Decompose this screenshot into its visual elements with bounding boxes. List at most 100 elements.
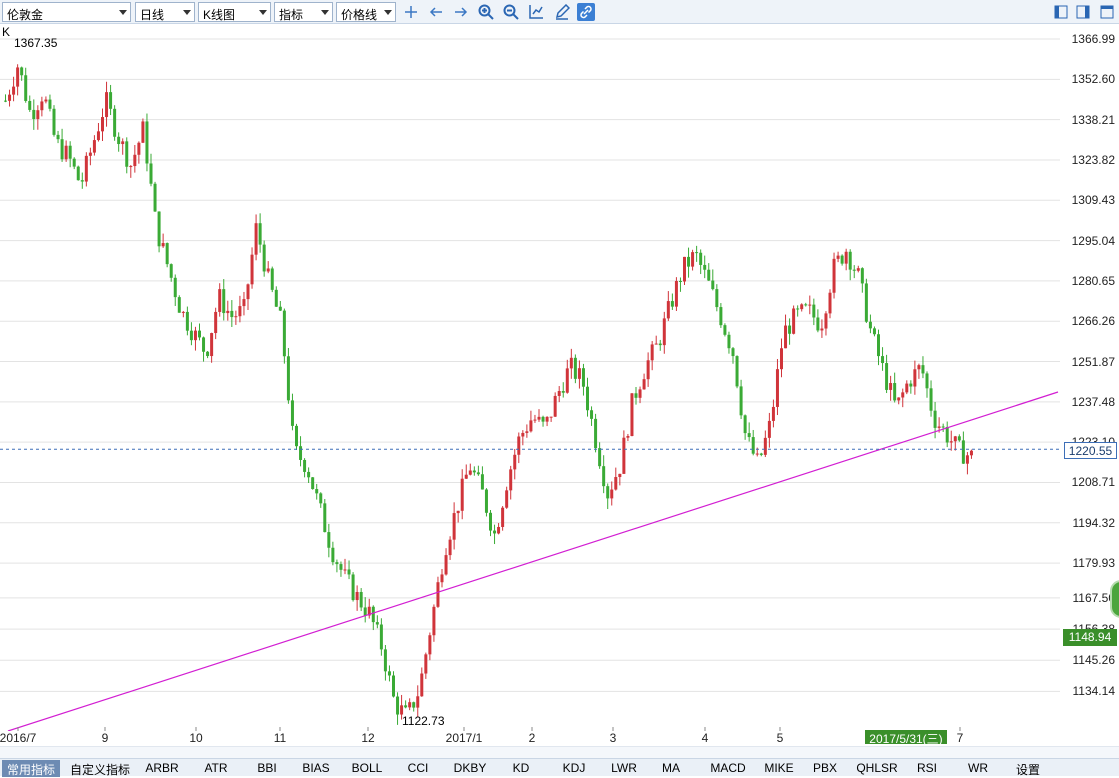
time-tick-label: 7 xyxy=(956,731,964,745)
candle-body xyxy=(40,101,44,111)
pen-icon[interactable] xyxy=(553,3,571,21)
candle-body xyxy=(893,383,897,401)
tab-PBX[interactable]: PBX xyxy=(812,761,837,775)
candle-body xyxy=(501,507,505,527)
tab-DKBY[interactable]: DKBY xyxy=(453,761,487,775)
tab-RSI[interactable]: RSI xyxy=(916,761,937,775)
candle-body xyxy=(8,94,12,101)
price-tick-label: 1266.26 xyxy=(1071,314,1115,329)
chevron-down-icon xyxy=(384,10,392,15)
side-handle[interactable] xyxy=(1110,580,1119,618)
price-tick-label: 1366.99 xyxy=(1071,32,1115,47)
arrow-left-icon[interactable] xyxy=(427,3,445,21)
candle-body xyxy=(222,289,226,314)
candle-body xyxy=(804,304,808,306)
tab-BIAS[interactable]: BIAS xyxy=(302,761,330,775)
scrollbar[interactable] xyxy=(0,746,1119,758)
candlestick-plot[interactable] xyxy=(0,25,1060,732)
price-tick-label: 1295.04 xyxy=(1071,233,1115,248)
candle-body xyxy=(925,373,929,389)
price-chart[interactable]: K 1367.35 1122.73 xyxy=(0,25,1060,732)
chart-axis-icon[interactable] xyxy=(527,3,545,21)
candle-body xyxy=(949,441,953,443)
candle-body xyxy=(577,368,581,379)
candle-body xyxy=(339,564,343,570)
panel-left-icon[interactable] xyxy=(1052,3,1070,21)
candle-body xyxy=(889,383,893,390)
candle-body xyxy=(945,426,949,443)
tab-ARBR[interactable]: ARBR xyxy=(145,761,179,775)
tab-KD[interactable]: KD xyxy=(512,761,530,775)
candle-body xyxy=(808,304,812,306)
candle-body xyxy=(290,400,294,426)
candle-body xyxy=(957,436,961,441)
tab-MIKE[interactable]: MIKE xyxy=(764,761,794,775)
candle-body xyxy=(218,289,222,312)
tab-ATR[interactable]: ATR xyxy=(204,761,228,775)
candle-body xyxy=(638,389,642,398)
window-icon[interactable] xyxy=(1098,3,1116,21)
symbol-select[interactable]: 伦敦金 xyxy=(2,2,131,22)
candle-body xyxy=(864,283,868,322)
tab-MA[interactable]: MA xyxy=(662,761,680,775)
candle-body xyxy=(646,360,650,380)
tab-LWR[interactable]: LWR xyxy=(611,761,637,775)
candle-body xyxy=(586,386,589,411)
tab-MACD[interactable]: MACD xyxy=(710,761,746,775)
indicator-select[interactable]: 指标 xyxy=(274,2,333,22)
price-line-select[interactable]: 价格线 xyxy=(336,2,396,22)
indicator-value: 指标 xyxy=(279,8,304,22)
candle-body xyxy=(56,134,60,140)
candle-body xyxy=(254,223,258,255)
candle-body xyxy=(185,311,189,331)
tab-QHLSR[interactable]: QHLSR xyxy=(856,761,898,775)
candle-body xyxy=(820,328,824,331)
candle-body xyxy=(242,299,246,307)
candle-body xyxy=(723,325,727,335)
candle-body xyxy=(634,393,638,398)
tab-自定义指标[interactable]: 自定义指标 xyxy=(69,763,130,777)
candle-body xyxy=(670,301,674,307)
candle-body xyxy=(193,330,197,341)
price-tick-label: 1167.50 xyxy=(1072,590,1116,605)
tab-KDJ[interactable]: KDJ xyxy=(562,761,586,775)
price-tick-label: 1237.48 xyxy=(1071,394,1115,409)
high-price-label: 1367.35 xyxy=(14,36,58,50)
candle-body xyxy=(626,436,630,438)
tab-CCI[interactable]: CCI xyxy=(407,761,429,775)
tab-设置[interactable]: 设置 xyxy=(1015,763,1040,777)
tab-BOLL[interactable]: BOLL xyxy=(351,761,383,775)
chart-type-select[interactable]: K线图 xyxy=(198,2,271,22)
price-tick-label: 1352.60 xyxy=(1071,72,1115,87)
candle-body xyxy=(230,310,234,318)
candle-body xyxy=(719,307,723,326)
candle-body xyxy=(565,368,569,393)
candle-body xyxy=(739,386,743,416)
time-tick-label: 10 xyxy=(189,731,203,745)
arrow-right-icon[interactable] xyxy=(452,3,470,21)
zoom-in-icon[interactable] xyxy=(477,3,495,21)
crosshair-icon[interactable] xyxy=(402,3,420,21)
candle-body xyxy=(561,391,565,393)
tab-WR[interactable]: WR xyxy=(968,761,988,775)
price-tick-label: 1309.43 xyxy=(1071,193,1115,208)
candle-body xyxy=(383,649,387,672)
candle-body xyxy=(602,466,606,487)
candle-body xyxy=(234,316,238,318)
period-select[interactable]: 日线 xyxy=(135,2,195,22)
candle-body xyxy=(109,92,113,109)
tab-常用指标[interactable]: 常用指标 xyxy=(2,760,60,777)
zoom-out-icon[interactable] xyxy=(502,3,520,21)
candle-body xyxy=(650,344,654,361)
tab-BBI[interactable]: BBI xyxy=(257,761,277,775)
candle-body xyxy=(832,258,836,293)
candle-body xyxy=(12,86,16,95)
time-tick-label: 3 xyxy=(609,731,617,745)
candle-body xyxy=(351,574,355,601)
panel-right-icon[interactable] xyxy=(1074,3,1092,21)
candle-body xyxy=(436,582,440,607)
candle-body xyxy=(238,306,242,317)
link-icon[interactable] xyxy=(577,3,595,21)
candle-body xyxy=(775,369,779,407)
candle-body xyxy=(173,277,177,298)
